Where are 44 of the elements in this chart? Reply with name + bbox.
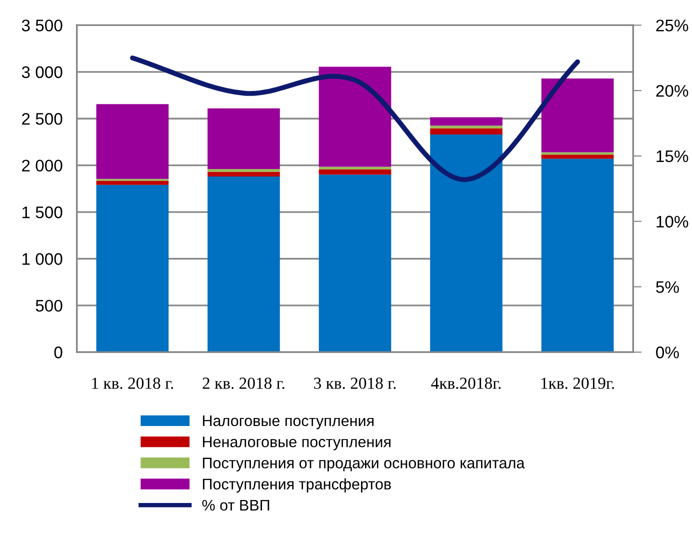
legend-label: Налоговые поступления xyxy=(203,416,374,430)
bar xyxy=(430,126,502,128)
bar xyxy=(541,154,614,159)
legend-label: Поступления от продажи основного капитала xyxy=(202,458,525,472)
y-tick-label: 3 000 xyxy=(22,66,62,78)
bar xyxy=(541,78,614,152)
bar xyxy=(96,180,169,185)
x-tick-label: 2 кв. 2018 г. xyxy=(202,378,284,389)
legend-label: Поступления трансфертов xyxy=(202,478,391,493)
bar xyxy=(318,174,392,352)
y2-tick-label: 20% xyxy=(656,84,688,97)
y-tick-label: 2 500 xyxy=(22,113,62,125)
bar xyxy=(318,170,392,175)
bar xyxy=(430,117,502,126)
y2-tick-label: 15% xyxy=(656,150,688,162)
y-tick-label: 3 500 xyxy=(22,20,62,32)
y-tick-label: 1 500 xyxy=(22,206,62,218)
bar xyxy=(208,108,280,170)
bar xyxy=(208,176,280,352)
bar xyxy=(96,184,169,352)
line-series xyxy=(130,55,580,182)
y2-tick-label: 10% xyxy=(656,216,688,228)
legend-label: Неналоговые поступления xyxy=(203,436,390,450)
y-tick-label: 500 xyxy=(36,300,62,312)
y2-tick-label: 25% xyxy=(656,20,688,32)
bar xyxy=(208,169,280,172)
y-tick-label: 0 xyxy=(54,346,62,358)
bar xyxy=(96,104,169,179)
x-tick-label: 3 кв. 2018 г. xyxy=(314,378,396,389)
x-tick-label: 1 кв. 2018 г. xyxy=(92,378,174,389)
y-tick-label: 1 000 xyxy=(22,253,62,265)
bar xyxy=(541,158,614,352)
x-tick-label: 4кв.2018г. xyxy=(431,378,501,389)
x-tick-label: 1кв. 2019г. xyxy=(541,378,614,389)
bar xyxy=(318,166,392,170)
bar xyxy=(208,172,280,177)
y-tick-label: 2 000 xyxy=(22,160,62,172)
bar xyxy=(430,128,502,134)
y2-tick-label: 5% xyxy=(656,281,679,293)
bar xyxy=(318,66,392,167)
y2-tick-label: 0% xyxy=(656,346,679,358)
bar xyxy=(430,134,502,352)
bar xyxy=(541,152,614,155)
legend-label: % от ВВП xyxy=(202,500,270,511)
